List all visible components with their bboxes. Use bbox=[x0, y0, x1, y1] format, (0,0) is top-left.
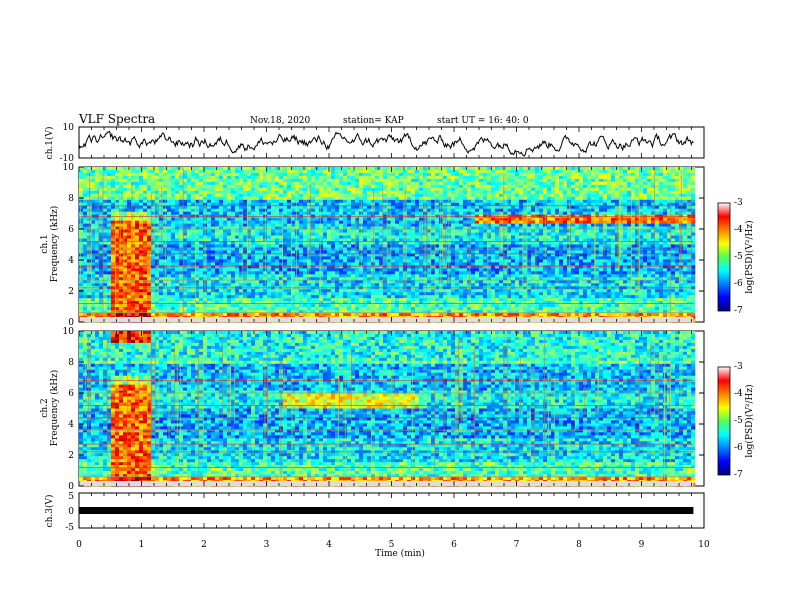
ch2-cbar-tick-4: -7 bbox=[734, 470, 743, 480]
ch1-cbar-tick-2: -5 bbox=[734, 252, 743, 262]
x-tick-label-1: 1 bbox=[139, 540, 145, 550]
x-tick-label-6: 6 bbox=[451, 540, 457, 550]
ch1-cbar-tick-4: -7 bbox=[734, 306, 743, 316]
ch2-spectrogram-panel: 0 2 4 6 8 10 ch.2 Frequency (kHz) -3 -4 -5 -6… bbox=[40, 327, 755, 492]
ch1-channel-label: ch.1 bbox=[40, 234, 50, 253]
ch2-channel-label: ch.2 bbox=[40, 398, 50, 417]
ch1-freq-ylabel: Frequency (kHz) bbox=[49, 206, 60, 283]
x-axis: 0 1 2 3 4 5 6 7 8 9 10 bbox=[76, 127, 710, 550]
ch1-spectrogram-image bbox=[79, 167, 696, 323]
ch3-ytick-top: 5 bbox=[68, 492, 74, 502]
spec2ticks-ytick-0: 0 bbox=[68, 482, 74, 492]
spec2ticks-ytick-4: 8 bbox=[68, 358, 74, 368]
x-tick-label-0: 0 bbox=[76, 540, 82, 550]
ch3-ytick-bottom: -5 bbox=[65, 523, 74, 533]
ch2-colorbar bbox=[717, 366, 731, 476]
spec2ticks-ytick-2: 4 bbox=[68, 420, 74, 430]
ch2-colorbar-label: log(PSD)(V²/Hz) bbox=[744, 384, 755, 457]
ch3-waveform-panel: 5 0 -5 ch.3(V) bbox=[44, 492, 705, 533]
spec1ticks-ytick-4: 8 bbox=[68, 194, 74, 204]
x-tick-label-5: 5 bbox=[389, 540, 395, 550]
ch3-ytick-mid: 0 bbox=[68, 507, 74, 517]
ch1-ytick-top: 10 bbox=[63, 123, 75, 133]
spec2ticks-ytick-5: 10 bbox=[63, 327, 75, 337]
ch2-spectrogram-image bbox=[79, 331, 696, 487]
ch1-waveform-frame bbox=[78, 126, 705, 159]
ch2-cbar-tick-2: -5 bbox=[734, 416, 743, 426]
figure-title: VLF Spectra bbox=[78, 112, 155, 126]
x-tick-label-10: 10 bbox=[698, 540, 710, 550]
ch1-spectrogram-panel: 0 2 4 6 8 10 ch.1 Frequency (kHz) -3 -4 -5 -6… bbox=[40, 163, 755, 328]
spec2ticks-ytick-3: 6 bbox=[68, 389, 74, 399]
x-tick-label-9: 9 bbox=[639, 540, 645, 550]
ch2-freq-ylabel: Frequency (kHz) bbox=[49, 370, 60, 447]
x-tick-label-3: 3 bbox=[264, 540, 270, 550]
date-label: Nov.18, 2020 bbox=[250, 116, 311, 126]
ch1-colorbar bbox=[717, 202, 731, 312]
ch2-cbar-tick-1: -4 bbox=[734, 389, 743, 399]
x-tick-label-7: 7 bbox=[514, 540, 520, 550]
ch3-ylabel: ch.3(V) bbox=[44, 495, 55, 528]
ch1-ylabel: ch.1(V) bbox=[44, 127, 55, 160]
ch1-cbar-tick-3: -6 bbox=[734, 279, 743, 289]
x-tick-label-2: 2 bbox=[201, 540, 207, 550]
ch1-cbar-tick-1: -4 bbox=[734, 225, 743, 235]
station-label: station= KAP bbox=[343, 116, 404, 126]
ch2-cbar-tick-3: -6 bbox=[734, 443, 743, 453]
spec2ticks-ytick-1: 2 bbox=[68, 451, 74, 461]
ch2-cbar-tick-0: -3 bbox=[734, 362, 743, 372]
ch1-colorbar-label: log(PSD)(V²/Hz) bbox=[744, 220, 755, 293]
ch1-cbar-tick-0: -3 bbox=[734, 198, 743, 208]
ch1-waveform-trace bbox=[78, 130, 694, 157]
spec1ticks-ytick-3: 6 bbox=[68, 225, 74, 235]
spec1ticks-ytick-0: 0 bbox=[68, 318, 74, 328]
start-time-label: start UT = 16: 40: 0 bbox=[437, 116, 529, 126]
ch3-waveform-trace bbox=[79, 507, 694, 514]
x-tick-label-4: 4 bbox=[326, 540, 332, 550]
spec1ticks-ytick-5: 10 bbox=[63, 163, 75, 173]
ch1-waveform-panel: 10 -10 ch.1(V) bbox=[44, 123, 705, 164]
spec1ticks-ytick-2: 4 bbox=[68, 256, 74, 266]
ch1-ytick-bottom: -10 bbox=[60, 154, 75, 164]
x-tick-label-8: 8 bbox=[576, 540, 582, 550]
spec1ticks-ytick-1: 2 bbox=[68, 287, 74, 297]
x-axis-label: Time (min) bbox=[375, 548, 425, 559]
